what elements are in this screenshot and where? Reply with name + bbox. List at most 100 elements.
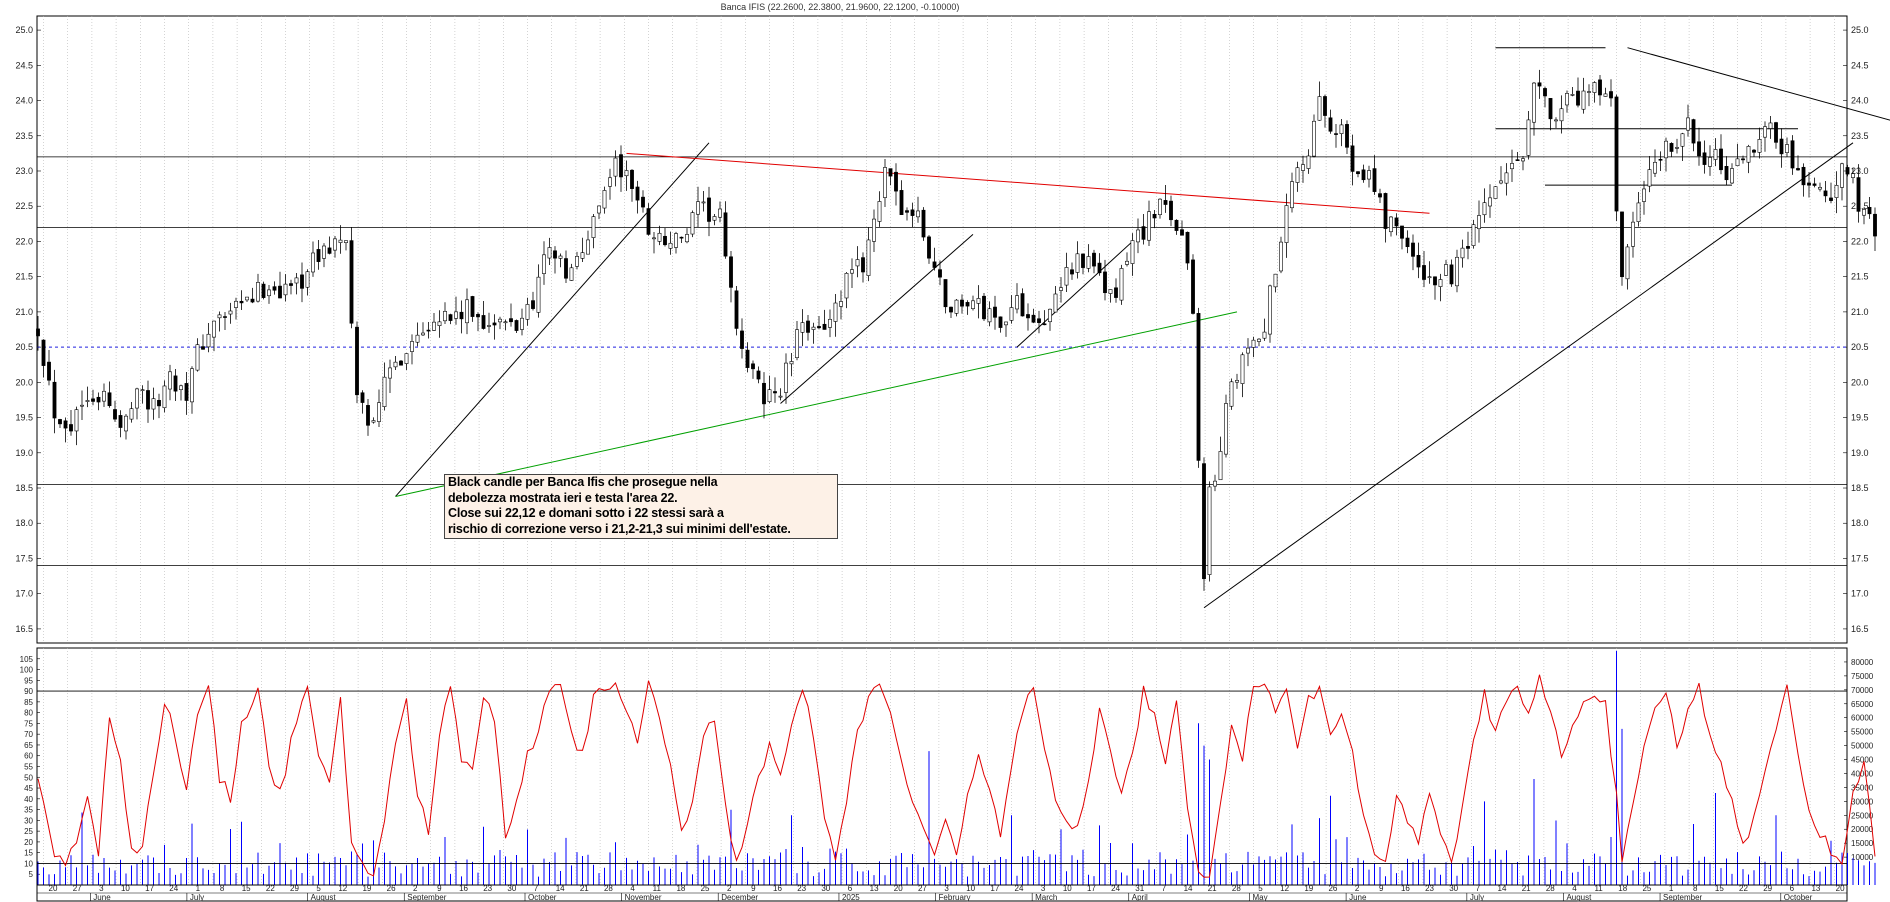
candle-body bbox=[971, 300, 975, 309]
candle-body bbox=[1433, 276, 1437, 286]
price-tick-label-right: 23.0 bbox=[1851, 166, 1869, 176]
candle-body bbox=[173, 375, 178, 392]
candle-body bbox=[1570, 94, 1575, 96]
candle-body bbox=[586, 239, 590, 255]
x-axis-day-label: 4 bbox=[630, 884, 635, 893]
x-axis-day-label: 7 bbox=[1476, 884, 1481, 893]
price-levels bbox=[37, 156, 1847, 566]
x-axis-month-label: September bbox=[407, 893, 446, 902]
candle-body bbox=[1004, 321, 1008, 326]
candle-body bbox=[965, 302, 970, 307]
candle-body bbox=[729, 256, 733, 288]
price-tick-label-left: 23.0 bbox=[15, 166, 33, 176]
candle-body bbox=[201, 346, 205, 350]
candle-body bbox=[410, 341, 414, 352]
oscillator-tick-label: 25 bbox=[24, 827, 33, 836]
x-axis-day-label: 24 bbox=[1015, 884, 1024, 893]
candle-body bbox=[690, 212, 695, 235]
candle-body bbox=[437, 321, 442, 326]
candle-body bbox=[1317, 96, 1322, 121]
candle-body bbox=[239, 300, 244, 304]
price-tick-label-left: 23.5 bbox=[15, 131, 33, 141]
price-tick-label-left: 22.5 bbox=[15, 201, 33, 211]
candle-body bbox=[1350, 145, 1355, 172]
candle-body bbox=[877, 201, 882, 222]
candle-body bbox=[1521, 158, 1525, 162]
volume-tick-label: 55000 bbox=[1851, 728, 1874, 737]
price-tick-label-right: 16.5 bbox=[1851, 624, 1869, 634]
candle-body bbox=[1196, 313, 1201, 461]
x-axis-day-label: 24 bbox=[1111, 884, 1120, 893]
x-axis-day-label: 4 bbox=[1572, 884, 1577, 893]
candle-body bbox=[1306, 155, 1311, 169]
candle-body bbox=[1185, 231, 1190, 264]
candle-body bbox=[1856, 177, 1861, 212]
candle-body bbox=[355, 326, 359, 396]
x-axis-day-label: 9 bbox=[437, 884, 442, 893]
candle-body bbox=[1284, 205, 1289, 243]
candle-body bbox=[542, 254, 546, 274]
candle-body bbox=[195, 344, 200, 371]
price-panel: 16.5 16.5 17.0 17.0 17.5 17.5 18.0 18.0 18.5 18.5… bbox=[15, 15, 1890, 644]
price-panel-frame bbox=[36, 15, 1848, 644]
candle-body bbox=[289, 283, 293, 286]
price-tick-label-right: 22.0 bbox=[1851, 236, 1869, 246]
volume-bars bbox=[37, 650, 1876, 885]
candle-body bbox=[1807, 182, 1811, 186]
candle-body bbox=[1647, 169, 1652, 187]
oscillator-tick-label: 50 bbox=[24, 773, 33, 782]
candle-body bbox=[1686, 117, 1690, 131]
candle-body bbox=[272, 286, 277, 291]
candle-body bbox=[635, 186, 640, 201]
price-tick-label-right: 21.5 bbox=[1851, 272, 1869, 282]
x-axis-day-label: 20 bbox=[49, 884, 58, 893]
candle-body bbox=[283, 283, 288, 296]
candle-body bbox=[993, 306, 997, 318]
candle-body bbox=[305, 271, 310, 288]
analysis-note-line-3: Close sui 22,12 e domani sotto i 22 stes… bbox=[448, 506, 724, 520]
candle-body bbox=[487, 325, 491, 327]
candle-body bbox=[107, 392, 112, 407]
candle-body bbox=[514, 320, 519, 331]
x-axis-month-label: August bbox=[1566, 893, 1592, 902]
candle-body bbox=[1345, 124, 1349, 148]
candle-body bbox=[976, 298, 981, 304]
candle-body bbox=[1609, 91, 1613, 99]
candle-body bbox=[393, 361, 398, 368]
candle-body bbox=[762, 382, 766, 405]
candle-body bbox=[1482, 202, 1487, 216]
oscillator-tick-label: 10 bbox=[24, 859, 33, 868]
x-axis-month-label: April bbox=[1132, 893, 1148, 902]
candle-body bbox=[927, 236, 931, 259]
candle-body bbox=[1625, 246, 1630, 280]
candle-body bbox=[316, 249, 321, 262]
candle-body bbox=[558, 255, 563, 259]
candle-body bbox=[1158, 198, 1162, 216]
candle-body bbox=[1504, 172, 1509, 184]
x-axis-day-label: 19 bbox=[1304, 884, 1313, 893]
candle-body bbox=[190, 368, 194, 403]
x-axis-day-label: 31 bbox=[1135, 884, 1144, 893]
candle-body bbox=[1532, 82, 1536, 123]
candle-body bbox=[1818, 187, 1822, 190]
candle-body bbox=[1042, 323, 1047, 326]
candle-body bbox=[102, 390, 106, 402]
x-axis-day-label: 23 bbox=[1425, 884, 1434, 893]
price-grid bbox=[43, 16, 1835, 643]
oscillator-tick-label: 75 bbox=[24, 719, 33, 728]
candle-body bbox=[1136, 229, 1140, 243]
candle-body bbox=[652, 237, 656, 240]
candle-body bbox=[641, 196, 645, 208]
candle-body bbox=[278, 285, 282, 299]
candle-body bbox=[1279, 241, 1283, 272]
price-tick-label-left: 22.0 bbox=[15, 236, 33, 246]
candle-body bbox=[1631, 221, 1635, 247]
x-axis-day-label: 19 bbox=[362, 884, 371, 893]
candle-body bbox=[1548, 98, 1553, 120]
candle-body bbox=[1768, 122, 1773, 129]
candle-body bbox=[833, 302, 838, 322]
x-axis-day-label: 27 bbox=[918, 884, 927, 893]
price-tick-label-left: 19.0 bbox=[15, 448, 33, 458]
x-axis-month-label: June bbox=[1349, 893, 1367, 902]
candle-body bbox=[1240, 354, 1245, 384]
